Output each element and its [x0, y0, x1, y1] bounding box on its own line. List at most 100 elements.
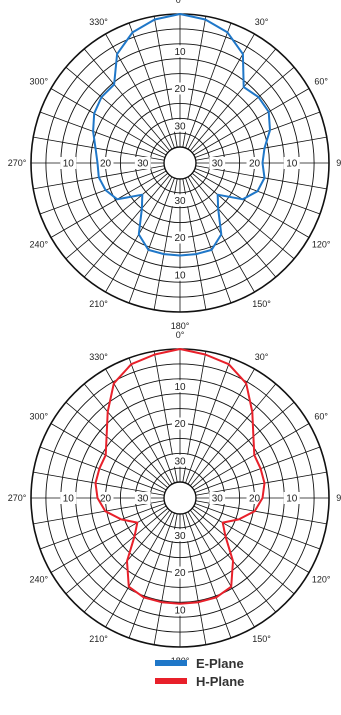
e-plane-spoke-80	[195, 136, 327, 161]
h-plane-ring-label-bg	[209, 492, 226, 504]
legend-swatch-h-plane	[155, 678, 187, 684]
h-plane-ring-label-bg	[60, 492, 77, 504]
e-plane-spoke-120	[193, 170, 310, 238]
e-plane-angle-label-270: 270°	[8, 158, 27, 168]
e-plane-angle-label-180: 180°	[171, 321, 190, 331]
h-plane-ring-label-10-at-0: 10	[174, 382, 186, 393]
e-plane-ring-label-30-at-270: 30	[137, 159, 149, 170]
h-plane-ring-label-30-at-180: 30	[174, 531, 186, 542]
h-plane-ring-label-bg	[172, 380, 188, 393]
e-plane-spoke-290	[39, 111, 166, 158]
e-plane-ring-label-bg	[60, 157, 77, 169]
legend-swatch-e-plane	[155, 660, 187, 666]
e-plane-ring-label-bg	[172, 268, 188, 281]
h-plane-spoke-20	[185, 357, 232, 484]
h-plane-ring-label-bg	[283, 492, 300, 504]
h-plane-ring-label-bg	[172, 417, 188, 430]
h-plane-ring-label-bg	[172, 454, 188, 467]
h-plane-ring-label-20-at-270: 20	[100, 494, 112, 505]
e-plane-ring-label-bg	[246, 157, 263, 169]
e-plane-spoke-140	[189, 174, 277, 278]
h-plane-angle-label-30: 30°	[255, 352, 269, 362]
e-plane-spoke-50	[191, 66, 295, 154]
e-plane-angle-label-150: 150°	[252, 299, 271, 309]
e-plane-spoke-60	[193, 88, 310, 156]
h-plane-ring-label-bg	[97, 492, 114, 504]
h-plane-spoke-110	[194, 503, 321, 550]
h-plane-angle-label-330: 330°	[89, 352, 108, 362]
h-plane-spoke-80	[195, 471, 327, 496]
e-plane-spoke-320	[83, 48, 171, 152]
e-plane-ring-label-bg	[209, 157, 226, 169]
h-plane-ring-label-20-at-180: 20	[174, 568, 186, 579]
h-plane-spoke-120	[193, 505, 310, 573]
h-plane-spoke-30	[187, 368, 255, 485]
e-plane-spoke-340	[128, 22, 175, 149]
h-plane-ring-label-bg	[172, 566, 188, 579]
h-plane-spoke-130	[191, 507, 295, 595]
e-plane-ring-label-10-at-180: 10	[174, 270, 186, 281]
e-plane-spoke-250	[39, 168, 166, 215]
e-plane-ring-label-bg	[172, 231, 188, 244]
h-plane-angle-label-150: 150°	[252, 634, 271, 644]
h-plane-ring-label-20-at-0: 20	[174, 419, 186, 430]
h-plane-ring-label-20-at-90: 20	[249, 494, 261, 505]
polar-chart-h-plane: 1020301020301020301020300°30°60°90°120°1…	[8, 330, 341, 666]
h-plane-ring-label-30-at-270: 30	[137, 494, 149, 505]
h-plane-spoke-210	[105, 511, 173, 628]
h-plane-ring-label-10-at-180: 10	[174, 605, 186, 616]
e-plane-ring-label-20-at-90: 20	[249, 159, 261, 170]
e-plane-ring-label-30-at-180: 30	[174, 196, 186, 207]
h-plane-ring-label-30-at-0: 30	[174, 456, 186, 467]
h-plane-spoke-160	[185, 512, 232, 639]
e-plane-angle-label-120: 120°	[312, 240, 331, 250]
h-plane-angle-label-90: 90°	[336, 493, 341, 503]
e-plane-ring-label-bg	[134, 157, 151, 169]
h-plane-spoke-280	[33, 471, 165, 496]
e-plane-angle-label-90: 90°	[336, 158, 341, 168]
h-plane-spoke-340	[128, 357, 175, 484]
h-plane-center-hub	[163, 481, 197, 515]
e-plane-spoke-230	[65, 172, 169, 260]
e-plane-ring-label-10-at-90: 10	[286, 159, 298, 170]
h-plane-spoke-50	[191, 401, 295, 489]
h-plane-angle-label-120: 120°	[312, 575, 331, 585]
legend-item-e-plane: E-Plane	[155, 654, 244, 672]
e-plane-ring-label-bg	[172, 119, 188, 132]
h-plane-angle-label-240: 240°	[30, 575, 49, 585]
h-plane-spoke-320	[83, 383, 171, 487]
e-plane-ring-label-10-at-0: 10	[174, 47, 186, 58]
e-plane-trace-e-plane	[92, 13, 271, 257]
h-plane-spoke-200	[128, 512, 175, 639]
e-plane-spoke-300	[50, 88, 167, 156]
e-plane-angle-label-60: 60°	[314, 77, 328, 87]
h-plane-angle-label-0: 0°	[176, 330, 185, 340]
h-plane-spoke-100	[195, 500, 327, 525]
h-plane-trace-h-plane	[94, 348, 266, 605]
h-plane-ring-label-30-at-90: 30	[212, 494, 224, 505]
e-plane-ring-label-30-at-0: 30	[174, 121, 186, 132]
e-plane-spoke-100	[195, 165, 327, 190]
h-plane-spoke-40	[189, 383, 277, 487]
legend-item-h-plane: H-Plane	[155, 672, 244, 690]
e-plane-spoke-130	[191, 172, 295, 260]
e-plane-angle-label-30: 30°	[255, 17, 269, 27]
e-plane-spoke-200	[128, 177, 175, 304]
h-plane-spoke-290	[39, 446, 166, 493]
h-plane-spoke-150	[187, 511, 255, 628]
e-plane-spoke-220	[83, 174, 171, 278]
e-plane-ring-label-20-at-270: 20	[100, 159, 112, 170]
h-plane-spoke-60	[193, 423, 310, 491]
h-plane-ring-label-bg	[172, 603, 188, 616]
e-plane-spoke-70	[194, 111, 321, 158]
e-plane-spoke-310	[65, 66, 169, 154]
e-plane-angle-label-240: 240°	[30, 240, 49, 250]
h-plane-angle-label-300: 300°	[30, 412, 49, 422]
h-plane-angle-label-210: 210°	[89, 634, 108, 644]
h-plane-spoke-70	[194, 446, 321, 493]
e-plane-center-hub	[163, 146, 197, 180]
h-plane-angle-label-270: 270°	[8, 493, 27, 503]
e-plane-ring-label-bg	[172, 194, 188, 207]
e-plane-angle-label-210: 210°	[89, 299, 108, 309]
h-plane-spoke-250	[39, 503, 166, 550]
